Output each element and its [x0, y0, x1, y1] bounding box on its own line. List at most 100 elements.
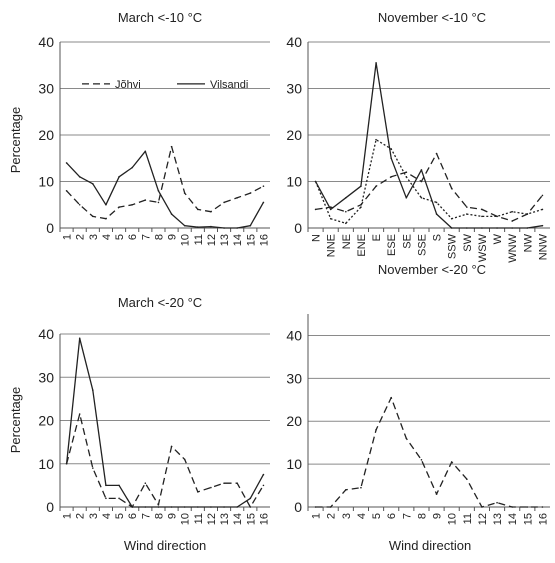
chart-2-series-0-point-15	[262, 484, 265, 487]
chart-1-series-0-point-1	[329, 208, 332, 211]
chart-2-x-tick-11: 12	[206, 513, 218, 525]
chart-1-x-tick-9: SSW	[447, 233, 459, 259]
chart-1-series-1-point-0	[314, 208, 317, 211]
chart-0-series-1-point-0	[65, 162, 68, 164]
chart-1-series-2-point-12	[496, 215, 498, 218]
chart-0-series-1-point-4	[118, 176, 120, 178]
chart-0-series-0-point-13	[236, 196, 238, 199]
chart-1-y-tick-1: 10	[286, 174, 302, 190]
chart-3-series-0-line	[315, 396, 543, 508]
chart-1-series-0-point-10	[466, 227, 468, 229]
chart-1-series-0-line	[315, 62, 543, 229]
chart-3-x-tick-6: 7	[401, 513, 413, 519]
chart-2-series-1-point-15	[262, 473, 265, 476]
chart-2-series-0-point-8	[170, 445, 173, 448]
chart-1-series-0-point-3	[360, 185, 362, 187]
chart-1-series-1-point-2	[345, 210, 347, 213]
chart-3-series-0-point-5	[390, 396, 392, 399]
chart-0-x-tick-13: 14	[232, 234, 244, 246]
chart-3-series-0-point-1	[329, 506, 332, 508]
chart-1-series-2-point-6	[405, 176, 408, 178]
chart-3-series-0-point-14	[526, 506, 529, 508]
chart-2-series-0-point-12	[223, 482, 225, 485]
chart-2-series-0-line	[65, 413, 264, 508]
chart-3-y-tick-3: 30	[286, 370, 302, 386]
chart-2-x-tick-14: 15	[245, 513, 257, 525]
chart-1-series-0-point-7	[420, 169, 423, 171]
chart-2-x-tick-8: 9	[167, 513, 179, 519]
chart-0-series-1-point-12	[223, 227, 225, 229]
chart-2-series-1-point-7	[157, 506, 160, 508]
chart-2-series-1-point-9	[183, 506, 186, 508]
chart-2-series-1-point-3	[105, 484, 107, 487]
chart-1-series-2-point-10	[466, 213, 468, 215]
chart-2-x-tick-13: 14	[232, 513, 244, 525]
chart-2-series-0-point-10	[197, 491, 199, 493]
chart-2-series-1-point-13	[236, 506, 238, 508]
chart-1-series-1-line	[315, 152, 543, 222]
chart-0-y-tick-0: 0	[46, 220, 54, 236]
chart-1-series-2-point-11	[481, 215, 483, 218]
chart-0-series-1-point-14	[249, 224, 252, 227]
chart-1-x-tick-5: ESE	[386, 234, 398, 256]
chart-0-series-0-point-6	[144, 199, 147, 201]
chart-1-series-2-point-2	[345, 222, 347, 225]
chart-2-series-0-point-7	[157, 504, 160, 506]
chart-0-y-tick-1: 10	[38, 174, 54, 190]
chart-1-title: November <-10 °C	[378, 10, 486, 25]
chart-3-x-tick-5: 6	[386, 513, 398, 519]
chart-2-x-tick-0: 1	[62, 513, 74, 519]
chart-0-series-0-point-12	[223, 201, 225, 204]
chart-1-y-tick-4: 40	[286, 34, 302, 50]
chart-0-series-1-point-2	[92, 183, 94, 185]
chart-1-x-tick-4: E	[371, 234, 383, 241]
chart-3-x-tick-4: 5	[371, 513, 383, 519]
chart-1-series-1-point-8	[435, 152, 438, 155]
chart-0-series-0-point-11	[210, 210, 212, 213]
chart-2-series-0-point-13	[236, 482, 238, 485]
chart-3-x-tick-0: 1	[311, 513, 323, 519]
chart-1-series-0-point-4	[375, 62, 377, 64]
x-axis-label-left: Wind direction	[123, 538, 207, 553]
chart-0-x-tick-7: 8	[153, 234, 165, 240]
chart-3-x-tick-9: 10	[447, 513, 459, 525]
chart-3-x-tick-13: 14	[507, 513, 519, 525]
chart-0-series-0-point-10	[197, 208, 199, 211]
chart-1-x-tick-3: ENE	[356, 234, 368, 257]
chart-3-x-tick-7: 8	[416, 513, 428, 519]
chart-3-y-tick-0: 0	[294, 499, 302, 515]
chart-0-legend-label-0: Jõhvi	[115, 79, 141, 91]
chart-3-series-0-point-0	[314, 506, 317, 508]
chart-1-series-0-point-8	[435, 213, 438, 215]
chart-0-series-0-point-14	[249, 192, 252, 194]
chart-3-title: November <-20 °C	[378, 262, 486, 277]
chart-1-series-0-point-15	[541, 224, 544, 227]
chart-0-title: March <-10 °C	[118, 10, 202, 25]
chart-3-x-tick-10: 11	[462, 513, 474, 524]
chart-2-x-tick-10: 11	[193, 513, 205, 524]
chart-0-series-1-point-9	[183, 224, 186, 227]
chart-0-series-1-point-10	[197, 226, 199, 228]
chart-1-x-tick-8: S	[432, 234, 444, 241]
chart-1-x-tick-10: SW	[462, 233, 474, 251]
chart-2-x-tick-1: 2	[75, 513, 87, 519]
chart-1-x-tick-0: N	[311, 234, 323, 242]
chart-3-y-tick-2: 20	[286, 413, 302, 429]
chart-3-series-0-point-9	[450, 461, 453, 463]
chart-2-series-1-point-1	[78, 337, 81, 340]
chart-1-y-tick-0: 0	[294, 220, 302, 236]
chart-3-series-0-point-7	[420, 459, 423, 461]
chart-1-series-2-point-13	[511, 210, 513, 213]
chart-1-series-1-point-15	[541, 194, 544, 197]
chart-1-series-1-point-13	[511, 220, 513, 222]
chart-0-series-1-point-6	[144, 150, 147, 153]
chart-3-series-0-point-12	[496, 501, 498, 504]
chart-2-series-1-point-12	[223, 506, 225, 508]
chart-2-series-1-point-14	[249, 497, 252, 500]
chart-0-x-tick-3: 4	[101, 234, 113, 240]
chart-0-x-tick-5: 6	[127, 234, 139, 240]
chart-2-y-label: Percentage	[8, 387, 23, 454]
chart-2-series-1-line	[65, 337, 264, 508]
chart-0-series-0-point-1	[78, 203, 81, 206]
